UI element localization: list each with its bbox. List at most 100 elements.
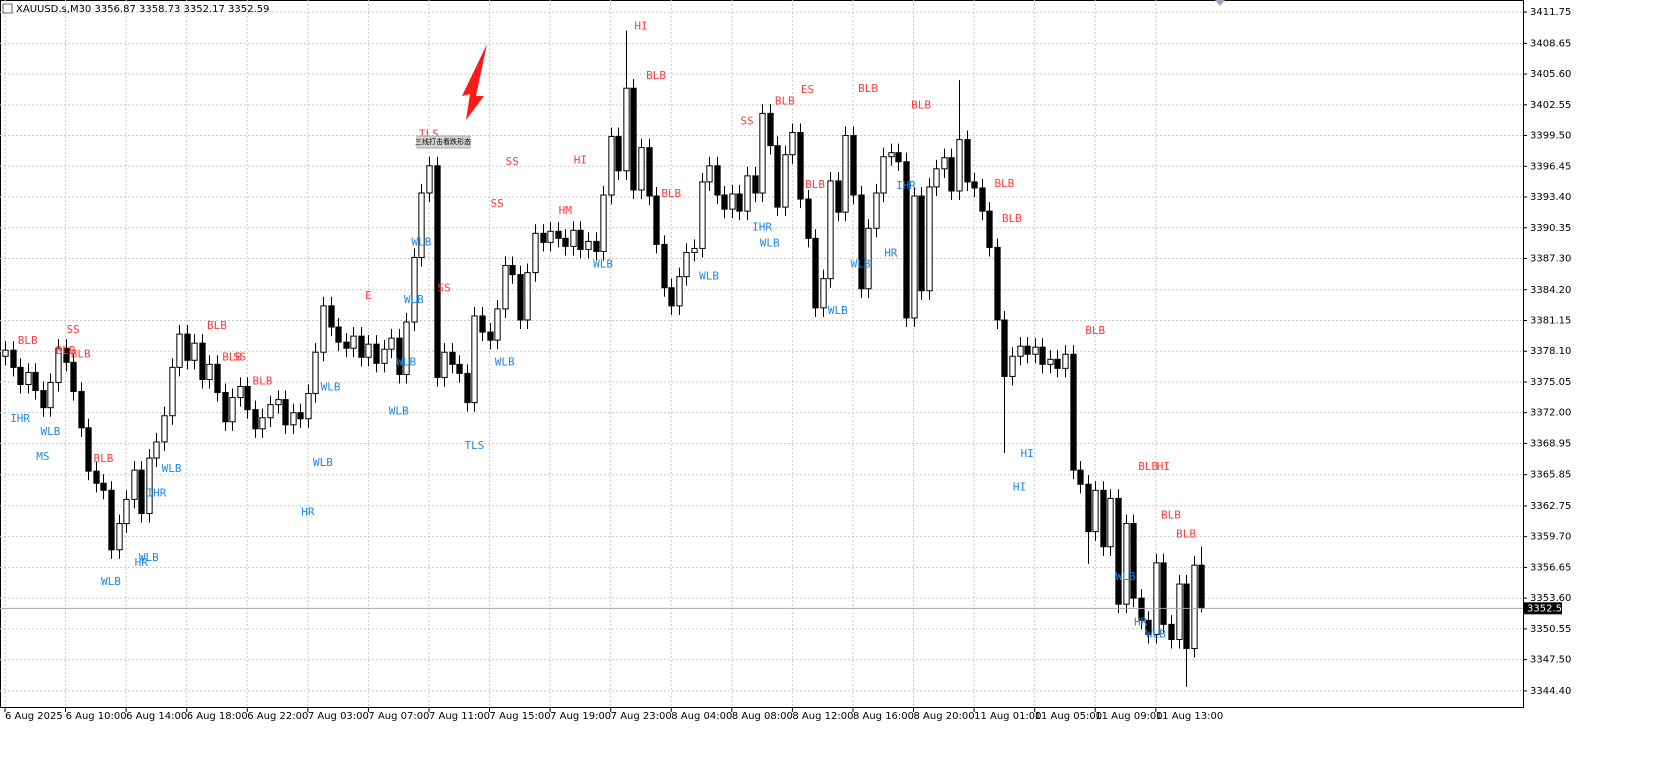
candle-body <box>78 391 85 429</box>
x-tick-label: 7 Aug 03:00 <box>308 711 369 722</box>
y-tick-label: 3402.55 <box>1530 100 1571 111</box>
candle-body <box>752 175 759 194</box>
candle-body <box>259 417 266 430</box>
candle-body <box>184 333 191 361</box>
pattern-label: WLB <box>1116 570 1136 583</box>
pattern-label: SS <box>233 350 246 363</box>
candle-body <box>903 161 910 319</box>
x-tick-label: 7 Aug 19:00 <box>550 711 611 722</box>
candle-body <box>252 409 259 430</box>
candle-body <box>600 194 607 252</box>
pattern-label: HI <box>574 154 587 167</box>
pattern-label: WLB <box>101 575 121 588</box>
candle-body <box>744 175 751 212</box>
pattern-label: BLB <box>1161 509 1181 522</box>
candle-body <box>381 348 388 364</box>
y-tick-label: 3365.85 <box>1530 470 1571 481</box>
pattern-label: SS <box>490 197 503 210</box>
candle-body <box>964 139 971 183</box>
y-tick-label: 3353.60 <box>1530 593 1571 604</box>
candle-body <box>146 457 153 514</box>
pattern-label: WLB <box>828 304 848 317</box>
candle-body <box>926 186 933 292</box>
candle-body <box>282 399 289 426</box>
y-tick-label: 3356.65 <box>1530 562 1571 573</box>
x-tick-label: 8 Aug 20:00 <box>914 711 975 722</box>
y-tick-label: 3350.55 <box>1530 624 1571 635</box>
candle-body <box>895 152 902 163</box>
pattern-label: BLB <box>661 187 681 200</box>
pattern-label: HI <box>1157 460 1170 473</box>
pattern-label: WLB <box>139 551 159 564</box>
candle-body <box>85 427 92 472</box>
candle-body <box>487 331 494 341</box>
pattern-label: IHR <box>896 179 916 192</box>
candle-body <box>108 489 115 551</box>
candle-body <box>608 136 615 196</box>
price-label: 3352.59 <box>1527 603 1568 614</box>
x-tick-label: 8 Aug 08:00 <box>732 711 793 722</box>
candle-body <box>593 240 600 252</box>
symbol-icon <box>2 3 13 14</box>
candle-body <box>237 386 244 399</box>
candle-body <box>1130 523 1137 599</box>
candle-body <box>1115 497 1122 605</box>
pattern-label: TLS <box>464 439 484 452</box>
candle-body <box>623 87 630 172</box>
x-tick-label: 6 Aug 14:00 <box>126 711 187 722</box>
candle-body <box>222 392 229 423</box>
candle-body <box>403 321 410 375</box>
candle-body <box>615 136 622 172</box>
candle-body <box>290 412 297 426</box>
y-tick-label: 3362.75 <box>1530 501 1571 512</box>
candle-body <box>1160 562 1167 625</box>
pattern-label: BLB <box>222 350 242 363</box>
candle-body <box>388 337 395 350</box>
y-tick-label: 3396.45 <box>1530 161 1571 172</box>
candle-body <box>40 390 47 409</box>
x-tick-label: 11 Aug 01:00 <box>974 711 1041 722</box>
x-tick-label: 11 Aug 09:00 <box>1095 711 1162 722</box>
y-tick-label: 3378.10 <box>1530 346 1571 357</box>
y-tick-label: 3344.40 <box>1530 686 1571 697</box>
candle-body <box>668 287 675 307</box>
candle-body <box>63 347 70 363</box>
candle-body <box>267 404 274 419</box>
candle-body <box>1153 562 1160 635</box>
candle-body <box>1024 345 1031 355</box>
candle-body <box>25 371 32 385</box>
candle-body <box>1009 355 1016 377</box>
x-tick-label: 8 Aug 04:00 <box>671 711 732 722</box>
candle-body <box>426 165 433 194</box>
candle-body <box>585 240 592 250</box>
price-label-box <box>1524 602 1562 615</box>
candle-body <box>562 237 569 247</box>
pattern-label: HI <box>1020 447 1033 460</box>
pattern-label: BLB <box>207 319 227 332</box>
y-tick-label: 3390.35 <box>1530 223 1571 234</box>
candle-body <box>47 381 54 409</box>
candle-body <box>555 230 562 239</box>
pattern-label: HR <box>301 505 315 518</box>
candle-body <box>986 210 993 248</box>
candle-body <box>547 230 554 243</box>
candle-body <box>1001 319 1008 377</box>
x-tick-label: 6 Aug 18:00 <box>187 711 248 722</box>
pattern-label: WLB <box>162 462 182 475</box>
candle-body <box>1054 358 1061 369</box>
candle-body <box>911 195 918 319</box>
candle-body <box>630 87 637 191</box>
candle-body <box>1077 469 1084 485</box>
y-tick-label: 3408.65 <box>1530 38 1571 49</box>
candle-body <box>933 168 940 188</box>
candle-body <box>1092 489 1099 533</box>
pattern-label: BLB <box>646 69 666 82</box>
pattern-label: WLB <box>699 270 719 283</box>
candle-body <box>789 132 796 156</box>
pattern-label: BLB <box>911 98 931 111</box>
candle-body <box>350 335 357 349</box>
candle-body <box>10 349 17 368</box>
pattern-label: BLB <box>1002 212 1022 225</box>
candle-body <box>176 333 183 368</box>
